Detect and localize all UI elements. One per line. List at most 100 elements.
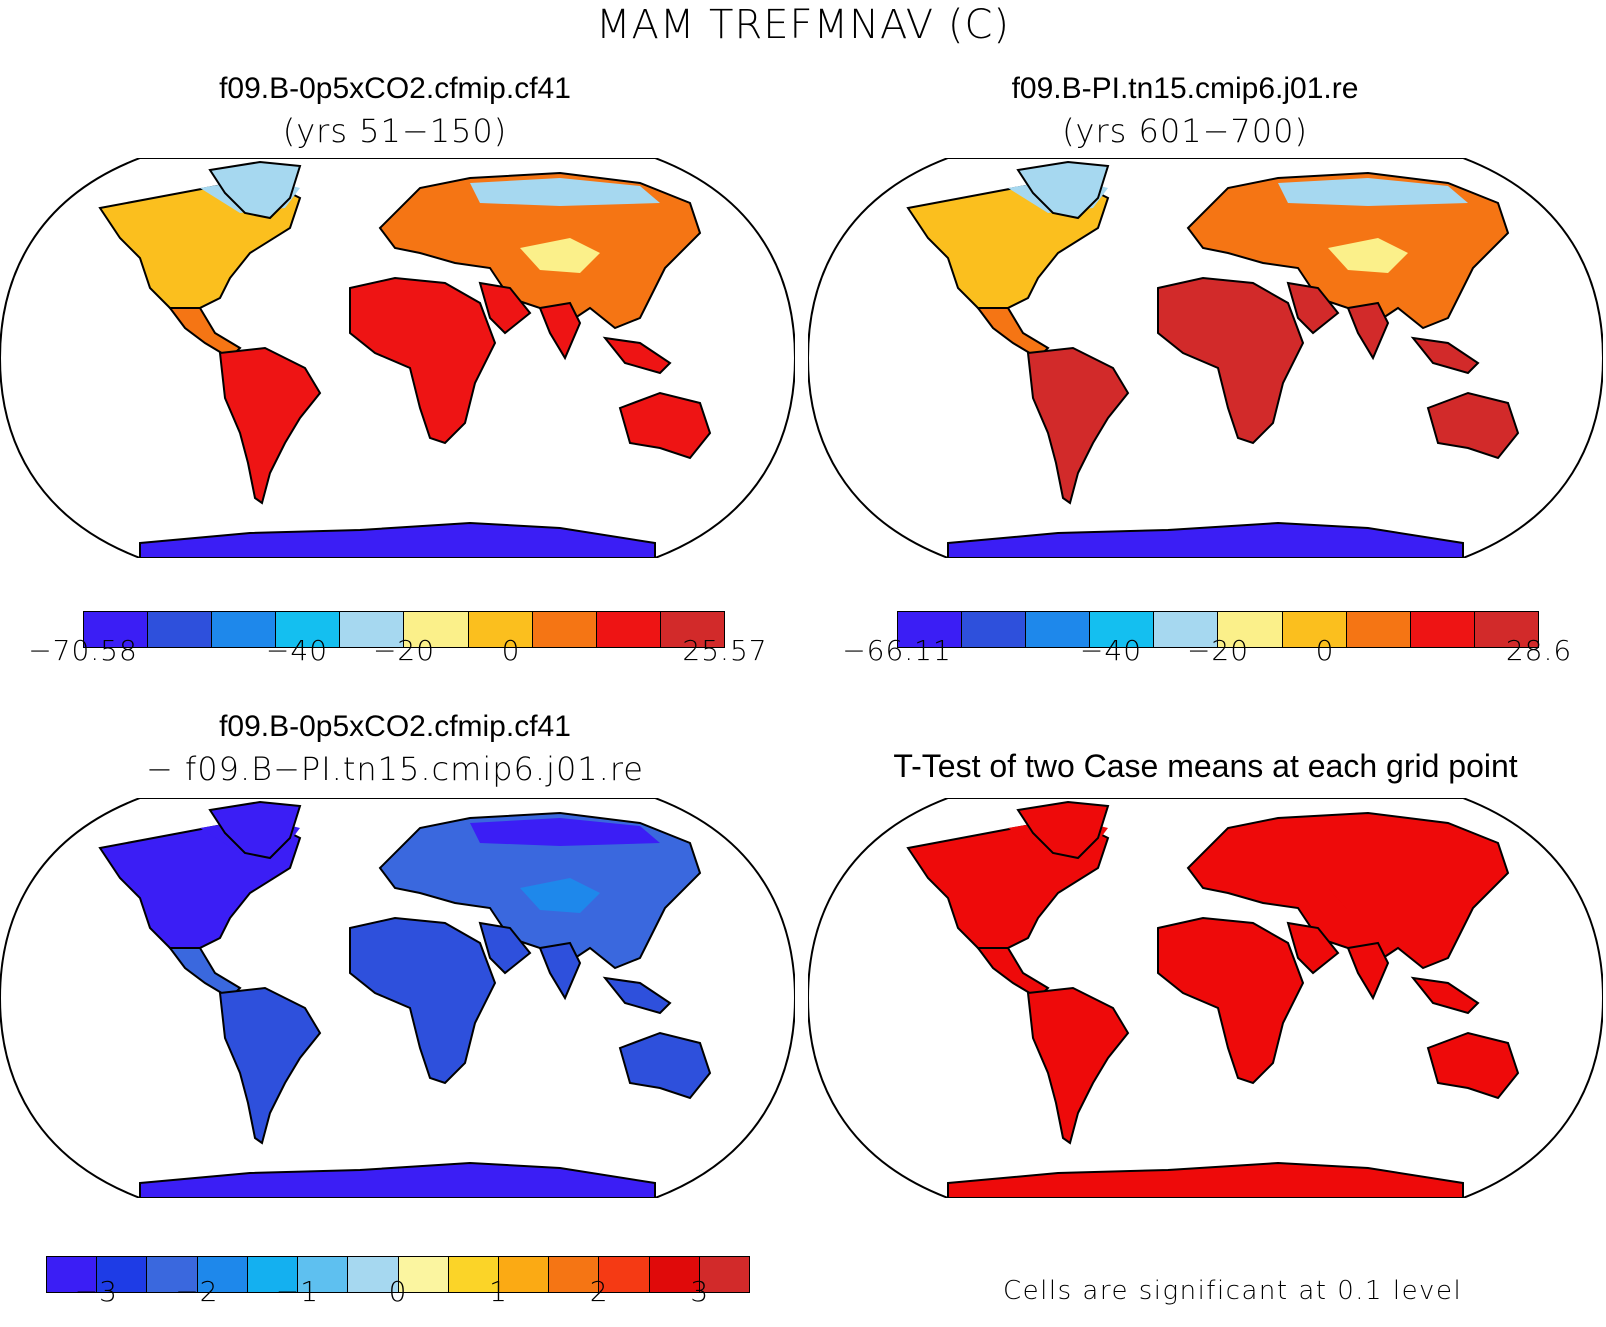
colorbar-swatch: [1218, 612, 1283, 647]
colorbar-swatch: [197, 1257, 248, 1292]
antarctica-land: [139, 1161, 656, 1198]
colorbar-swatch: [97, 1257, 148, 1292]
colorbar-swatch: [404, 612, 469, 647]
australia-land: [1426, 391, 1520, 460]
colorbar-tick-label: 1: [489, 1275, 509, 1308]
map-frame: [808, 798, 1603, 1198]
colorbar-top-right: [897, 611, 1539, 648]
figure-title: MAM TREFMNAV (C): [595, 2, 1011, 48]
arabia-land: [478, 281, 532, 335]
colorbar-tick-label: 0: [388, 1275, 408, 1308]
panel-subtitle-top-right: (yrs 601−700): [1062, 112, 1308, 150]
colorbar-tick-label: 0: [1315, 634, 1335, 667]
colorbar-tick-label: 3: [690, 1275, 710, 1308]
south-america-land: [1026, 346, 1130, 505]
map-frame: [808, 158, 1603, 558]
colorbar-tick-label: −70.58: [28, 634, 138, 667]
australia-land: [618, 1031, 712, 1100]
arabia-land: [1286, 281, 1340, 335]
colorbar-swatch: [596, 612, 661, 647]
significance-note: Cells are significant at 0.1 level: [1003, 1276, 1463, 1306]
continents: [906, 160, 1520, 558]
continents: [906, 800, 1520, 1198]
colorbar-swatch: [84, 612, 149, 647]
africa-land: [1157, 276, 1305, 445]
australia-land: [1426, 1031, 1520, 1100]
tibet-region: [520, 238, 600, 273]
arabia-land: [1286, 921, 1340, 975]
colorbar-tick-label: −66.11: [842, 634, 952, 667]
colorbar-tick-label: −20: [372, 634, 436, 667]
colorbar-swatch: [1282, 612, 1347, 647]
colorbar-swatch: [398, 1257, 449, 1292]
tibet-region: [1328, 238, 1408, 273]
arabia-land: [478, 921, 532, 975]
colorbar-swatch: [1026, 612, 1091, 647]
india-land: [538, 941, 582, 1001]
colorbar-swatch: [340, 612, 405, 647]
antarctica-land: [947, 1161, 1464, 1198]
colorbar-swatch: [660, 612, 724, 647]
panel-title-top-left: f09.B-0p5xCO2.cfmip.cf41: [219, 72, 571, 105]
africa-land: [349, 276, 497, 445]
panel-subtitle-top-left: (yrs 51−150): [282, 112, 508, 150]
map-frame: [0, 798, 795, 1198]
eurasia-high-latitude: [470, 178, 660, 206]
southeast-asia-land: [1410, 976, 1480, 1015]
panel-subtitle-bottom-left: − f09.B−PI.tn15.cmip6.j01.re: [146, 750, 644, 788]
colorbar-tick-label: −2: [175, 1275, 219, 1308]
continents: [98, 160, 712, 558]
colorbar-swatch: [649, 1257, 700, 1292]
colorbar-tick-label: 2: [589, 1275, 609, 1308]
eurasia-high-latitude: [1278, 818, 1468, 846]
southeast-asia-land: [602, 976, 672, 1015]
colorbar-tick-label: −40: [1079, 634, 1143, 667]
panel-title-bottom-left: f09.B-0p5xCO2.cfmip.cf41: [219, 710, 571, 743]
colorbar-swatch: [1346, 612, 1411, 647]
eurasia-high-latitude: [470, 818, 660, 846]
colorbar-swatch: [348, 1257, 399, 1292]
india-land: [1346, 941, 1390, 1001]
colorbar-swatch: [247, 1257, 299, 1292]
colorbar-swatch: [1154, 612, 1219, 647]
colorbar-swatch: [962, 612, 1027, 647]
colorbar-tick-label: −1: [275, 1275, 320, 1308]
colorbar-swatch: [47, 1257, 98, 1292]
colorbar-tick-label: −40: [265, 634, 329, 667]
colorbar-tick-label: −20: [1186, 634, 1250, 667]
panel-title-bottom-right: T-Test of two Case means at each grid po…: [893, 748, 1518, 784]
south-america-land: [218, 986, 322, 1145]
greenland-land: [1016, 160, 1110, 220]
tibet-region: [1328, 878, 1408, 913]
continents: [98, 800, 712, 1198]
india-land: [538, 301, 582, 361]
colorbar-swatch: [212, 612, 277, 647]
southeast-asia-land: [1410, 336, 1480, 375]
colorbar-swatch: [276, 612, 341, 647]
colorbar-tick-label: 0: [501, 634, 521, 667]
southeast-asia-land: [602, 336, 672, 375]
colorbar-swatch: [148, 612, 213, 647]
colorbar-swatch: [448, 1257, 499, 1292]
colorbar-swatch: [468, 612, 533, 647]
australia-land: [618, 391, 712, 460]
map-top-right: [808, 158, 1603, 558]
map-frame: [0, 158, 795, 558]
map-top-left: [0, 158, 795, 558]
panel-title-top-right: f09.B-PI.tn15.cmip6.j01.re: [1011, 72, 1359, 105]
india-land: [1346, 301, 1390, 361]
colorbar-top-left: [83, 611, 725, 648]
colorbar-bottom-left: [46, 1256, 750, 1293]
colorbar-swatch: [549, 1257, 600, 1292]
africa-land: [1157, 916, 1305, 1085]
colorbar-swatch: [498, 1257, 550, 1292]
colorbar-tick-label: 28.6: [1505, 634, 1573, 667]
eurasia-high-latitude: [1278, 178, 1468, 206]
africa-land: [349, 916, 497, 1085]
colorbar-swatch: [599, 1257, 650, 1292]
south-america-land: [1026, 986, 1130, 1145]
greenland-land: [208, 800, 302, 860]
colorbar-swatch: [898, 612, 963, 647]
greenland-land: [1016, 800, 1110, 860]
colorbar-swatch: [1474, 612, 1538, 647]
